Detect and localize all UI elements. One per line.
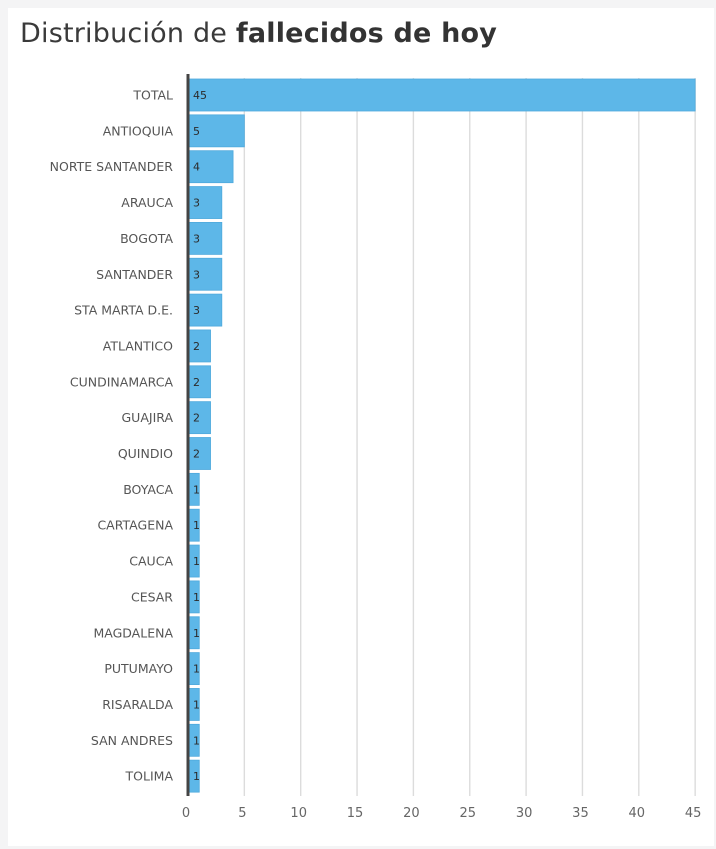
bar-value-label: 1	[193, 483, 200, 496]
bar-value-label: 2	[193, 412, 200, 425]
bar-value-label: 2	[193, 376, 200, 389]
bar-value-label: 1	[193, 519, 200, 532]
category-label: BOGOTA	[120, 231, 173, 246]
category-label: CARTAGENA	[97, 518, 173, 533]
bar-value-label: 45	[193, 89, 207, 102]
bar-value-label: 3	[193, 304, 200, 317]
chart-card	[8, 8, 714, 846]
x-tick-label: 35	[572, 806, 589, 821]
bar	[188, 293, 223, 327]
bar	[188, 78, 696, 112]
bar-value-label: 3	[193, 197, 200, 210]
bar-value-label: 1	[193, 698, 200, 711]
bar-value-label: 1	[193, 591, 200, 604]
category-label: PUTUMAYO	[104, 661, 173, 676]
x-tick-label: 10	[290, 806, 307, 821]
bar-value-label: 1	[193, 770, 200, 783]
category-label: ATLANTICO	[103, 338, 173, 353]
bar-value-label: 3	[193, 268, 200, 281]
category-labels: TOTAL ANTIOQUIA NORTE SANTANDER ARAUCA BOGOT…	[50, 88, 174, 784]
x-tick-label: 15	[347, 806, 364, 821]
category-label: STA MARTA D.E.	[74, 303, 173, 318]
x-tick-label: 25	[459, 806, 476, 821]
chart-title-bold: fallecidos de hoy	[235, 18, 498, 49]
bar-value-label: 2	[193, 340, 200, 353]
bar-value-labels: 45 5 4 3 3 3 3 2 2 2 2 1 1 1 1 1 1 1 1 1	[193, 89, 207, 783]
x-tick-labels: 0 5 10 15 20 25 30 35 40 45	[182, 806, 702, 821]
x-tick-label: 0	[182, 806, 190, 821]
chart-title-prefix: Distribución de	[20, 18, 236, 49]
category-label: TOLIMA	[125, 769, 174, 784]
bars	[188, 78, 696, 793]
category-label: CAUCA	[129, 554, 173, 569]
x-tick-label: 20	[403, 806, 420, 821]
category-label: ARAUCA	[121, 195, 173, 210]
bar-value-label: 1	[193, 627, 200, 640]
x-tick-label: 5	[238, 806, 246, 821]
category-label: QUINDIO	[118, 446, 173, 461]
chart-title: Distribución de fallecidos de hoy	[20, 18, 497, 49]
category-label: MAGDALENA	[93, 625, 173, 640]
bar	[188, 186, 223, 219]
bar	[188, 114, 245, 148]
bar-value-label: 5	[193, 125, 200, 138]
category-label: CESAR	[131, 589, 173, 604]
category-label: SAN ANDRES	[91, 733, 173, 748]
bar	[188, 221, 223, 255]
category-label: GUAJIRA	[122, 410, 174, 425]
category-label: TOTAL	[132, 88, 173, 103]
bar-value-label: 4	[193, 161, 200, 174]
x-tick-label: 40	[629, 806, 646, 821]
bar-value-label: 1	[193, 663, 200, 676]
x-tick-label: 30	[516, 806, 533, 821]
bar	[188, 257, 223, 291]
bar-value-label: 1	[193, 734, 200, 747]
category-label: NORTE SANTANDER	[50, 159, 174, 174]
x-tick-label: 45	[685, 806, 702, 821]
grid-lines	[243, 78, 696, 796]
category-label: RISARALDA	[102, 697, 173, 712]
bar-value-label: 1	[193, 555, 200, 568]
category-label: ANTIOQUIA	[103, 123, 174, 138]
bar-value-label: 3	[193, 232, 200, 245]
bar-value-label: 2	[193, 448, 200, 461]
category-label: CUNDINAMARCA	[70, 374, 174, 389]
bar	[188, 150, 234, 184]
category-label: BOYACA	[123, 482, 173, 497]
category-label: SANTANDER	[96, 267, 173, 282]
